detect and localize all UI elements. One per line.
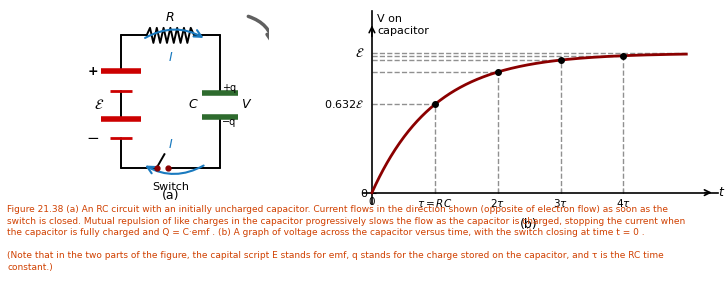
Text: +q: +q [222,83,236,93]
Text: $0.632\mathcal{E}$: $0.632\mathcal{E}$ [324,98,365,110]
Text: V on
capacitor: V on capacitor [377,14,428,36]
Text: Switch: Switch [152,182,189,192]
Text: −: − [87,131,99,146]
Text: (b): (b) [521,218,538,231]
Text: $\mathcal{E}$: $\mathcal{E}$ [355,47,365,60]
FancyArrowPatch shape [248,16,276,43]
Text: +: + [88,65,99,78]
Text: (a): (a) [162,189,179,202]
Text: C: C [188,98,197,111]
Text: Figure 21.38 (a) An RC circuit with an initially uncharged capacitor. Current fl: Figure 21.38 (a) An RC circuit with an i… [7,205,686,272]
FancyArrowPatch shape [147,166,204,174]
Text: $t$: $t$ [718,186,725,199]
Text: I: I [168,138,173,151]
Text: I: I [168,51,173,64]
FancyArrowPatch shape [145,29,202,38]
Text: $\mathcal{E}$: $\mathcal{E}$ [94,98,104,112]
Text: R: R [166,12,175,25]
Text: −q: −q [222,117,236,127]
Text: V: V [241,98,249,111]
